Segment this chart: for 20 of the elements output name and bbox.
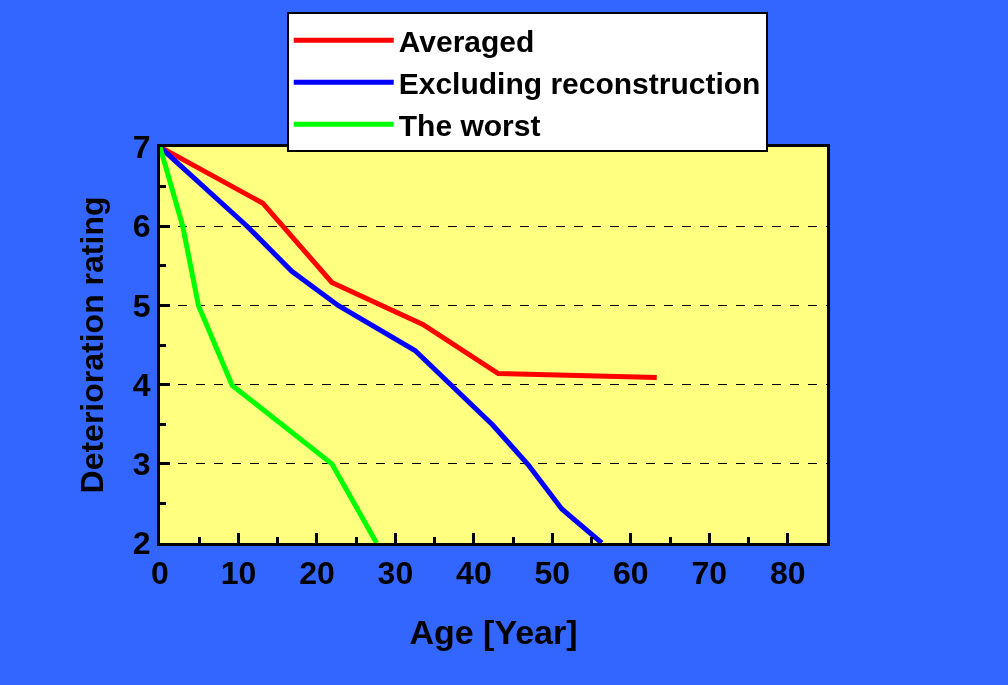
- x-tick-label: 70: [691, 555, 728, 592]
- x-tick-label: 40: [456, 555, 492, 592]
- x-tick-label: 30: [377, 555, 414, 592]
- y-tick-label: 6: [132, 208, 151, 245]
- y-tick-label: 5: [132, 287, 151, 324]
- legend-label: The worst: [398, 109, 541, 143]
- x-tick-label: 20: [299, 555, 335, 592]
- x-axis-title: Age [Year]: [409, 612, 578, 651]
- legend-label: Excluding reconstruction: [398, 67, 761, 101]
- x-tick-label: 80: [769, 555, 806, 592]
- y-tick-label: 4: [132, 366, 151, 403]
- x-tick-label: 50: [534, 555, 571, 592]
- legend-label: Averaged: [398, 25, 535, 59]
- y-tick-label: 2: [132, 525, 151, 562]
- y-tick-label: 7: [132, 129, 151, 166]
- y-axis-title: Deterioration rating: [74, 196, 111, 494]
- x-tick-label: 10: [220, 555, 257, 592]
- x-tick-label: 60: [613, 555, 649, 592]
- x-tick-label: 0: [151, 555, 169, 592]
- y-tick-label: 3: [132, 446, 151, 482]
